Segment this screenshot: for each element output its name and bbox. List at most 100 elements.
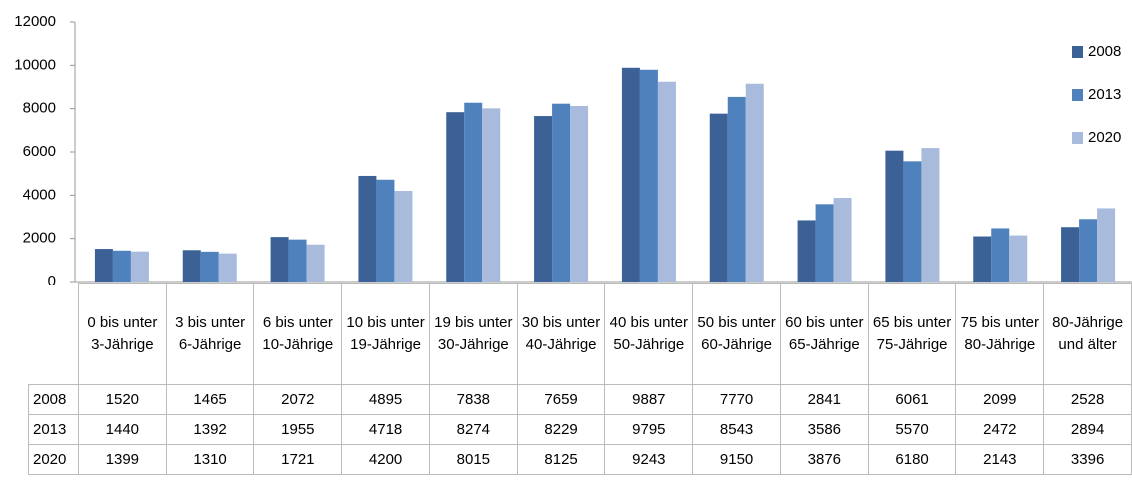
- table-value: 2894: [1043, 414, 1132, 445]
- table-value: 7770: [692, 384, 781, 415]
- table-value: 1399: [77, 444, 167, 475]
- bar: [534, 116, 553, 283]
- bar: [709, 113, 728, 283]
- bar: [885, 150, 904, 282]
- y-tick-label: 10000: [14, 56, 56, 73]
- category-label: 10 bis unter 19-Jährige: [341, 283, 430, 385]
- category-label: 50 bis unter 60-Jährige: [692, 283, 781, 385]
- category-label: 60 bis unter 65-Jährige: [779, 283, 869, 385]
- category-label: 40 bis unter 50-Jährige: [604, 283, 694, 385]
- table-value: 2472: [955, 414, 1045, 445]
- bar: [200, 251, 219, 282]
- bar: [639, 69, 658, 283]
- bar: [182, 250, 201, 282]
- y-tick-label: 0: [48, 273, 56, 285]
- bar: [727, 96, 746, 282]
- table-value: 1310: [165, 444, 255, 475]
- bar: [130, 251, 149, 282]
- table-value: 2841: [779, 384, 869, 415]
- bar: [1061, 227, 1080, 282]
- bar: [833, 198, 852, 282]
- bar: [621, 67, 640, 282]
- category-label: 0 bis unter 3-Jährige: [77, 283, 167, 385]
- table-value: 6180: [867, 444, 957, 475]
- legend-label: 2013: [1088, 86, 1121, 103]
- row-label: 2013: [28, 414, 79, 445]
- table-value: 1440: [77, 414, 167, 445]
- table-value: 3586: [779, 414, 869, 445]
- bar: [745, 83, 764, 282]
- table-value: 3876: [779, 444, 869, 475]
- table-value: 4718: [341, 414, 430, 445]
- table-value: 8015: [428, 444, 518, 475]
- legend-swatch: [1072, 89, 1083, 101]
- y-tick-label: 4000: [23, 186, 56, 203]
- legend-label: 2008: [1088, 43, 1121, 60]
- table-value: 2099: [955, 384, 1045, 415]
- bar: [973, 236, 992, 282]
- table-value: 4895: [341, 384, 430, 415]
- table-value: 5570: [867, 414, 957, 445]
- table-value: 9887: [604, 384, 694, 415]
- table-value: 3396: [1043, 444, 1132, 475]
- table-value: 8229: [516, 414, 606, 445]
- bar: [1079, 219, 1098, 282]
- category-label: 6 bis unter 10-Jährige: [253, 283, 343, 385]
- legend-swatch: [1072, 132, 1083, 144]
- bar: [306, 244, 325, 282]
- bar: [482, 108, 501, 282]
- table-value: 1721: [253, 444, 343, 475]
- legend-label: 2020: [1088, 129, 1121, 146]
- table-value: 6061: [867, 384, 957, 415]
- bar: [657, 81, 676, 282]
- bar: [1097, 208, 1116, 282]
- category-label: 65 bis unter 75-Jährige: [867, 283, 957, 385]
- table-value: 8543: [692, 414, 781, 445]
- bar: [1009, 235, 1028, 282]
- table-value: 8125: [516, 444, 606, 475]
- bar: [358, 175, 377, 282]
- bar: [570, 105, 589, 282]
- bar: [270, 237, 289, 282]
- table-value: 1392: [165, 414, 255, 445]
- bar: [288, 239, 307, 282]
- corner-cell: [28, 283, 79, 385]
- category-label: 30 bis unter 40-Jährige: [516, 283, 606, 385]
- category-label: 19 bis unter 30-Jährige: [428, 283, 518, 385]
- table-value: 7659: [516, 384, 606, 415]
- table-value: 9150: [692, 444, 781, 475]
- bar: [394, 191, 413, 282]
- y-tick-label: 2000: [23, 230, 56, 247]
- data-table: 0 bis unter 3-Jährige 3 bis unter 6-Jähri…: [28, 283, 1132, 475]
- table-value: 2143: [955, 444, 1045, 475]
- table-value: 2072: [253, 384, 343, 415]
- bar: [218, 253, 237, 282]
- table-value: 1955: [253, 414, 343, 445]
- table-value: 7838: [428, 384, 518, 415]
- bar: [94, 249, 113, 282]
- table-value: 1465: [165, 384, 255, 415]
- bar: [797, 220, 816, 282]
- legend-swatch: [1072, 46, 1083, 58]
- y-tick-label: 8000: [23, 100, 56, 117]
- category-label: 3 bis unter 6-Jährige: [165, 283, 255, 385]
- y-tick-label: 12000: [14, 13, 56, 30]
- category-label: 80-Jährige und älter: [1043, 283, 1132, 385]
- table-value: 2528: [1043, 384, 1132, 415]
- table-value: 4200: [341, 444, 430, 475]
- chart: 0 2000 4000 6000 8000 10000 12000 2008 2013 2020: [14, 13, 1132, 285]
- bar: [376, 179, 395, 282]
- bar: [815, 204, 834, 282]
- table-value: 9795: [604, 414, 694, 445]
- row-label: 2008: [28, 384, 79, 415]
- bar: [903, 161, 922, 282]
- bar: [552, 103, 571, 282]
- bar: [991, 228, 1010, 282]
- table-value: 8274: [428, 414, 518, 445]
- bar: [921, 148, 940, 282]
- y-tick-label: 6000: [23, 143, 56, 160]
- bar: [464, 102, 483, 282]
- table-value: 9243: [604, 444, 694, 475]
- category-label: 75 bis unter 80-Jährige: [955, 283, 1045, 385]
